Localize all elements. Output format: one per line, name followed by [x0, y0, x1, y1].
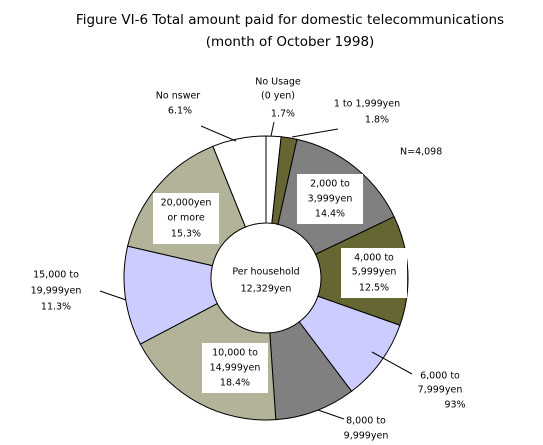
label-box	[341, 248, 407, 298]
donut-slice	[212, 135, 267, 228]
slice-label: 6,000 to	[420, 371, 460, 382]
label-box	[202, 343, 268, 393]
slice-label: 8,000 to	[346, 416, 386, 427]
slice-label: 1 to 1,999yen	[334, 99, 400, 110]
leader-line	[291, 128, 339, 138]
slice-label: 19,999yen	[31, 286, 82, 297]
slice-label: 4,000 to	[354, 253, 394, 264]
slice-label: 20,000yen	[161, 198, 212, 209]
value-label: 18.4%	[220, 378, 250, 389]
value-label: 12.5%	[359, 283, 389, 294]
leader-line	[371, 351, 413, 375]
center-label: 12,329yen	[241, 284, 292, 295]
leader-line	[200, 125, 237, 142]
slice-label: 9,999yen	[344, 431, 389, 442]
value-label: 14.4%	[315, 209, 345, 220]
slice-label: 10,000 to	[212, 348, 258, 359]
slice-label: 7,999yen	[418, 385, 463, 396]
value-label: 6.1%	[168, 106, 192, 117]
chart-subtitle: (month of October 1998)	[206, 34, 375, 50]
slice-label: 2,000 to	[310, 179, 350, 190]
slice-label: 15,000 to	[33, 270, 79, 281]
leader-line	[270, 121, 275, 137]
slice-label: or more	[167, 213, 205, 224]
sample-size-note: N=4,098	[400, 147, 442, 158]
value-label: 1.7%	[271, 109, 295, 120]
value-label: 15.3%	[171, 229, 201, 240]
slice-label: (0 yen)	[261, 91, 295, 102]
value-label: 93%	[444, 400, 465, 411]
slice-label: 14,999yen	[210, 363, 261, 374]
chart-title: Figure VI-6 Total amount paid for domest…	[76, 12, 504, 28]
leader-line	[317, 409, 345, 420]
leader-line	[99, 290, 127, 301]
slice-label: 3,999yen	[308, 194, 353, 205]
center-label: Per household	[232, 267, 299, 278]
slice-label: No nswer	[156, 91, 201, 102]
slice-label: 5,999yen	[352, 267, 397, 278]
label-box	[297, 174, 363, 224]
value-label: 1.8%	[365, 115, 389, 126]
value-label: 11.3%	[41, 302, 71, 313]
label-box	[153, 193, 219, 244]
slice-label: No Usage	[255, 77, 301, 88]
